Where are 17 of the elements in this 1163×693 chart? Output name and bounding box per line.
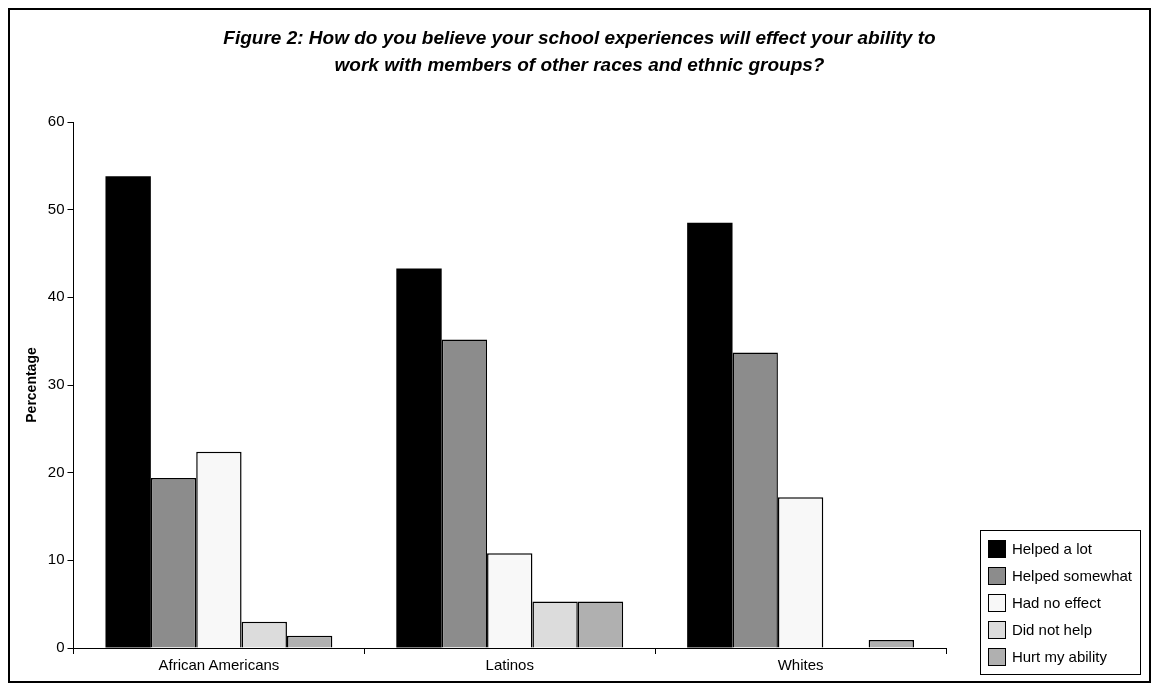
legend-label: Helped a lot (1011, 540, 1092, 557)
y-tick-label: 20 (47, 462, 65, 480)
y-tick-label: 0 (56, 638, 65, 656)
y-tick-label: 50 (47, 199, 65, 217)
x-tick-label: African Americans (158, 656, 280, 674)
legend-label: Did not help (1011, 621, 1092, 638)
y-axis-title: Percentage (23, 347, 40, 423)
y-tick-label: 40 (47, 287, 65, 305)
y-tick-label: 60 (47, 112, 65, 130)
y-tick-label: 10 (47, 550, 65, 568)
legend-label: Helped somewhat (1011, 567, 1132, 584)
x-tick-label: Whites (777, 656, 824, 674)
legend-label: Had no effect (1011, 594, 1101, 611)
x-tick-label: Latinos (485, 656, 534, 674)
legend-label: Hurt my ability (1011, 648, 1107, 665)
y-tick-label: 30 (47, 375, 65, 393)
chart-title: Figure 2: How do you believe your school experiences will effect your ability to work with members of other races and ethnic groups? (222, 26, 937, 77)
